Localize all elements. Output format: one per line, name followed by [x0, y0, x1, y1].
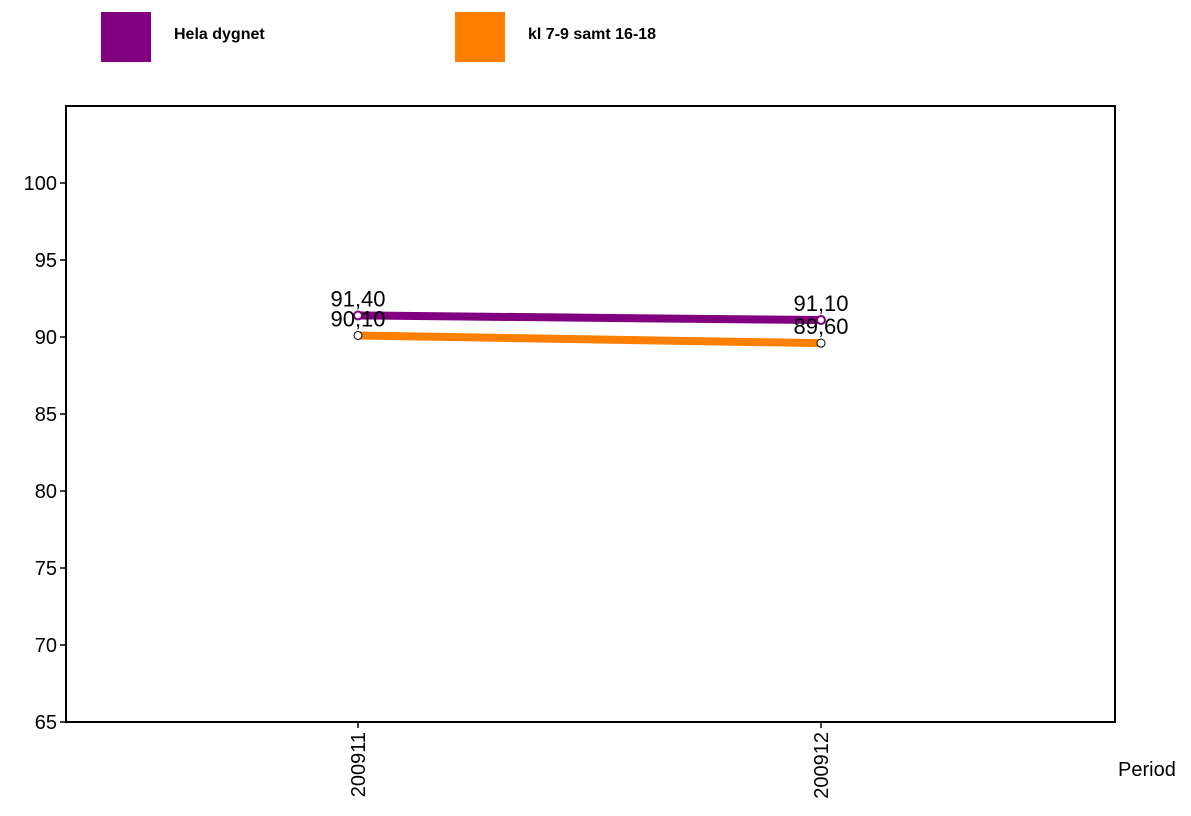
series-points	[353, 310, 826, 348]
plot-area	[65, 105, 1116, 723]
x-axis-ticks: 200911 200912	[348, 722, 833, 799]
data-point	[816, 315, 826, 326]
data-label: 91,10	[793, 291, 848, 316]
legend-label-kl-7-9: kl 7-9 samt 16-18	[528, 26, 657, 43]
data-point	[353, 310, 363, 321]
series-line	[357, 331, 822, 348]
data-point	[353, 330, 363, 340]
y-tick-label: 75	[35, 558, 57, 580]
data-label: 91,40	[330, 286, 385, 311]
x-axis-label: Period	[1118, 759, 1176, 781]
y-tick-label: 80	[35, 481, 57, 503]
y-tick-label: 90	[35, 327, 57, 349]
y-tick-label: 100	[24, 173, 57, 195]
x-tick-label: 200911	[348, 732, 370, 797]
y-tick-label: 65	[35, 712, 57, 734]
series-lines	[357, 311, 822, 348]
data-label: 89,60	[793, 314, 848, 339]
data-point	[816, 338, 826, 348]
legend-label-hela-dygnet: Hela dygnet	[174, 26, 265, 43]
x-tick-label: 200912	[811, 732, 833, 799]
y-tick-label: 85	[35, 404, 57, 426]
y-tick-label: 70	[35, 635, 57, 657]
y-axis-ticks: 65 70 75 80 85 90 95 100	[24, 173, 66, 734]
data-labels: 90,10 89,60 91,40 91,10	[330, 286, 848, 339]
legend-swatch-hela-dygnet	[101, 12, 151, 62]
series-line	[357, 311, 822, 325]
data-label: 90,10	[330, 306, 385, 331]
y-tick-label: 95	[35, 250, 57, 272]
legend-swatch-kl-7-9	[455, 12, 505, 62]
